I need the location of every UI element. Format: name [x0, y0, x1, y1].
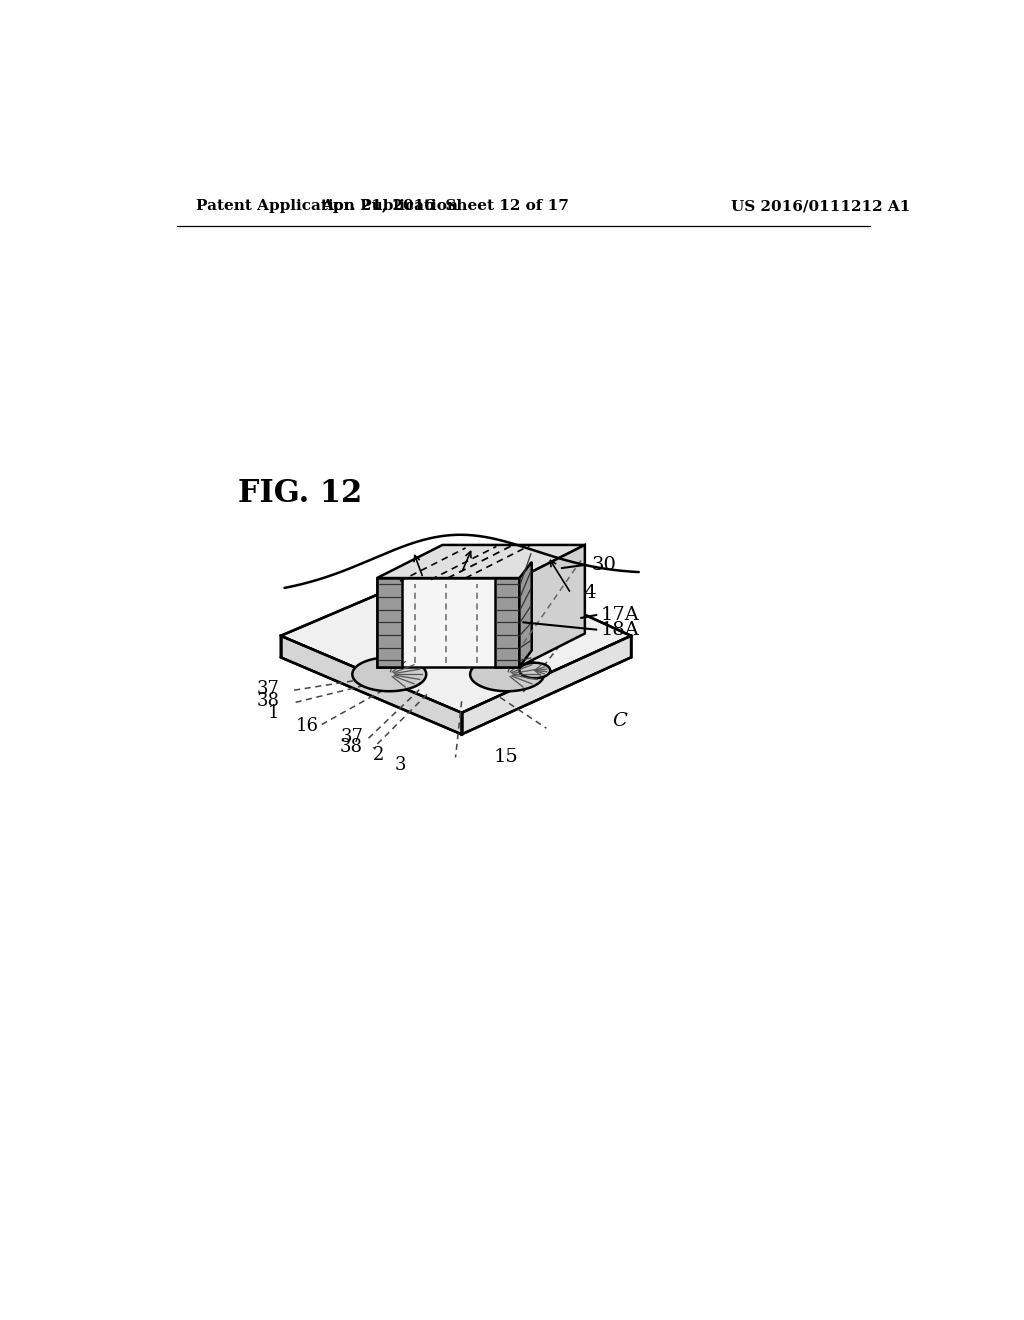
Text: 37: 37 [340, 729, 364, 746]
Polygon shape [377, 578, 519, 667]
Polygon shape [519, 545, 585, 667]
Polygon shape [519, 562, 531, 667]
Text: US 2016/0111212 A1: US 2016/0111212 A1 [731, 199, 910, 213]
Polygon shape [462, 636, 631, 734]
Text: FIG. 12: FIG. 12 [239, 478, 362, 508]
Polygon shape [281, 636, 462, 734]
Polygon shape [495, 578, 519, 667]
Polygon shape [377, 578, 401, 667]
Text: 16: 16 [296, 717, 318, 735]
Polygon shape [352, 657, 426, 692]
Text: 38: 38 [340, 738, 364, 755]
Text: Patent Application Publication: Patent Application Publication [196, 199, 458, 213]
Text: 38: 38 [256, 692, 280, 710]
Text: 15: 15 [494, 748, 518, 767]
Text: 2: 2 [374, 746, 385, 764]
Text: 1: 1 [267, 704, 280, 722]
Text: 30: 30 [591, 556, 615, 574]
Text: 14: 14 [572, 585, 597, 602]
Text: 13: 13 [450, 553, 474, 572]
Polygon shape [377, 545, 585, 578]
Text: C: C [611, 711, 627, 730]
Polygon shape [281, 558, 631, 713]
Text: 3: 3 [394, 756, 407, 774]
Text: 37: 37 [256, 680, 280, 698]
Polygon shape [519, 663, 550, 678]
Text: 14: 14 [410, 558, 434, 577]
Text: Apr. 21, 2016  Sheet 12 of 17: Apr. 21, 2016 Sheet 12 of 17 [321, 199, 568, 213]
Polygon shape [470, 657, 544, 692]
Text: 17A: 17A [600, 606, 639, 624]
Text: 18A: 18A [600, 620, 639, 639]
